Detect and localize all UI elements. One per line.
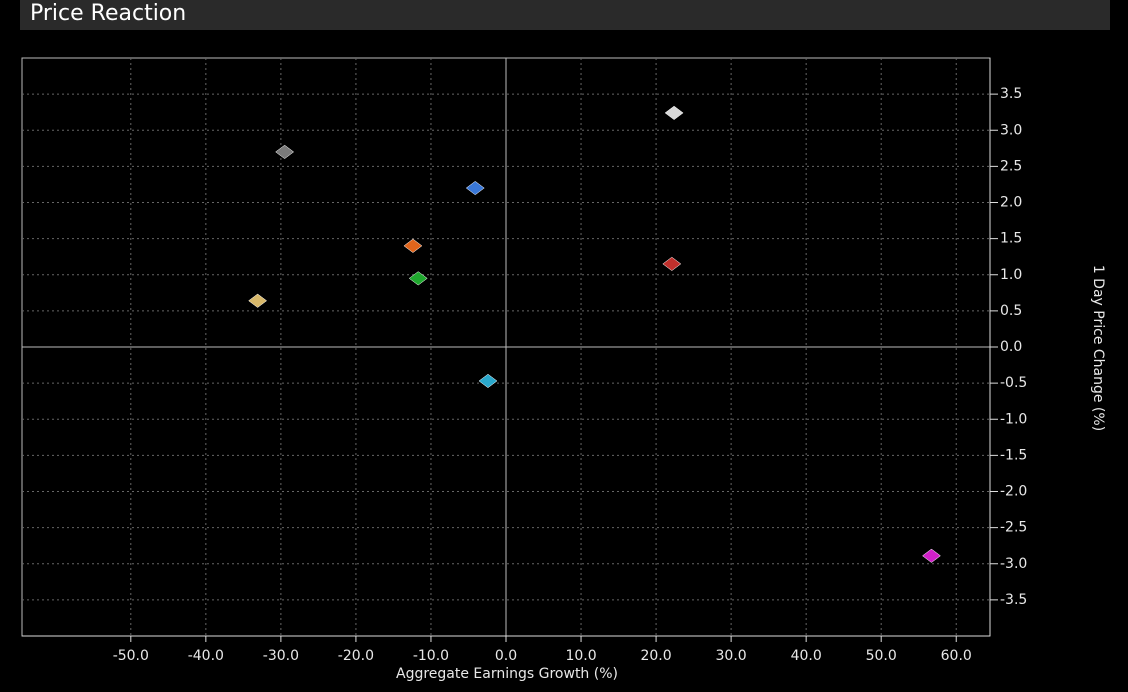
x-axis-label: Aggregate Earnings Growth (%) <box>396 666 618 682</box>
point <box>662 256 682 271</box>
y-tick-label: -3.5 <box>1000 592 1027 608</box>
y-tick-label: 2.0 <box>1000 195 1022 211</box>
point <box>664 105 684 120</box>
y-tick-label: 2.5 <box>1000 158 1022 174</box>
y-tick-label: 1.5 <box>1000 231 1022 247</box>
x-tick-label: -30.0 <box>263 648 299 664</box>
point <box>922 548 941 563</box>
y-tick-label: 1.0 <box>1000 267 1022 283</box>
x-tick-label: 20.0 <box>640 648 671 664</box>
y-tick-label: -2.5 <box>1000 520 1027 536</box>
y-tick-label: -0.5 <box>1000 375 1027 391</box>
x-tick-label: 50.0 <box>866 648 897 664</box>
y-tick-label: -3.0 <box>1000 556 1027 572</box>
x-tick-label: -20.0 <box>338 648 374 664</box>
y-tick-label: -1.5 <box>1000 447 1027 463</box>
chart-title: Price Reaction <box>30 1 186 26</box>
x-tick-label: 30.0 <box>716 648 747 664</box>
point <box>408 271 428 286</box>
title-bar <box>20 0 1110 30</box>
y-tick-label: 0.5 <box>1000 303 1022 319</box>
point <box>248 293 268 308</box>
point <box>275 144 295 159</box>
x-tick-label: -10.0 <box>413 648 449 664</box>
y-tick-label: -2.0 <box>1000 484 1027 500</box>
x-tick-label: 0.0 <box>495 648 517 664</box>
y-tick-label: 0.0 <box>1000 339 1022 355</box>
x-tick-label: 40.0 <box>791 648 822 664</box>
point <box>465 180 485 196</box>
x-tick-label: -40.0 <box>188 648 224 664</box>
y-tick-label: -1.0 <box>1000 411 1027 427</box>
y-tick-label: 3.5 <box>1000 86 1022 102</box>
x-tick-label: 10.0 <box>565 648 596 664</box>
x-tick-label: 60.0 <box>941 648 972 664</box>
point <box>403 238 423 253</box>
x-tick-label: -50.0 <box>113 648 149 664</box>
y-tick-label: 3.0 <box>1000 122 1022 138</box>
point <box>478 373 498 389</box>
y-axis-label: 1 Day Price Change (%) <box>1090 265 1106 431</box>
